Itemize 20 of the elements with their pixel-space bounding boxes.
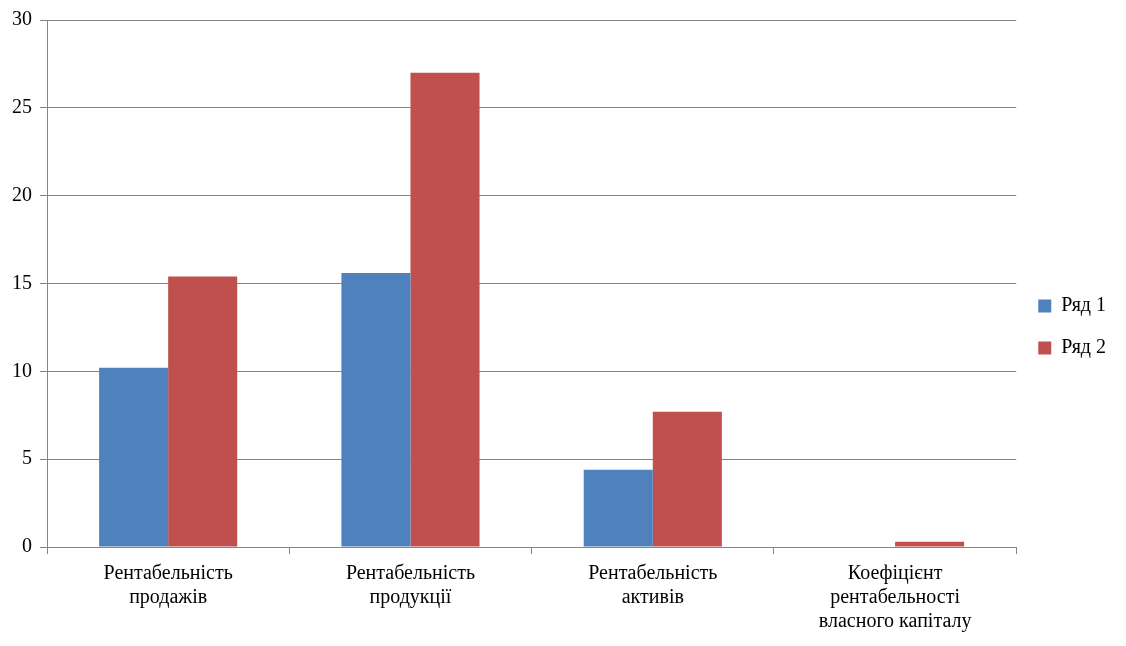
x-tick-label: Коефіцієнт рентабельності власного капіталу xyxy=(818,561,972,633)
bar xyxy=(652,411,722,547)
bar xyxy=(583,469,653,547)
bar xyxy=(410,72,480,547)
y-tick-label: 25 xyxy=(12,95,32,118)
bar xyxy=(168,276,238,547)
bar xyxy=(895,541,965,547)
y-tick-label: 10 xyxy=(12,358,32,381)
y-tick-label: 20 xyxy=(12,182,32,205)
bar xyxy=(341,272,411,547)
x-tick-label: Рентабельність активів xyxy=(588,561,718,608)
legend-label: Ряд 1 xyxy=(1061,293,1107,317)
y-tick-label: 5 xyxy=(22,446,32,469)
legend-label: Ряд 2 xyxy=(1061,335,1107,359)
x-tick-label: Рентабельність продукції xyxy=(345,561,476,609)
y-tick-label: 30 xyxy=(12,7,32,30)
y-tick-label: 0 xyxy=(22,534,32,557)
bar xyxy=(99,367,169,547)
y-tick-label: 15 xyxy=(12,270,32,293)
x-tick-label: Рентабельність продажів xyxy=(103,561,233,609)
